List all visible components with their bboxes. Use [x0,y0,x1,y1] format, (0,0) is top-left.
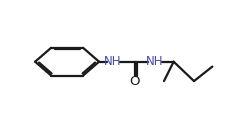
Text: NH: NH [146,55,163,68]
Text: O: O [130,75,140,88]
Text: NH: NH [104,55,122,68]
